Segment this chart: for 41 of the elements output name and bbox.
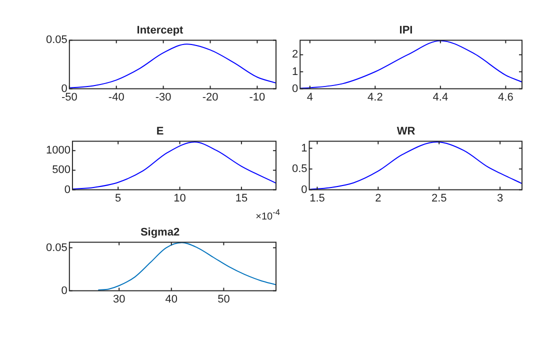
chart-title: Sigma2 <box>140 226 180 239</box>
chart-title: WR <box>396 126 416 138</box>
y-tick-label: 1 <box>292 66 298 78</box>
x-tick-label: 10 <box>174 192 186 204</box>
chart-title: E <box>156 126 164 138</box>
x-tick-label: -40 <box>108 91 124 104</box>
line-series <box>98 242 276 290</box>
x-tick-label: 2 <box>375 192 382 204</box>
x-tick-label: 40 <box>165 293 178 306</box>
x-tick-label: 4.6 <box>498 91 514 104</box>
y-tick-label: 0.05 <box>46 242 68 254</box>
line-series <box>69 44 276 88</box>
x-tick-label: -30 <box>155 91 172 104</box>
x-tick-label: 4.4 <box>432 91 448 104</box>
x-tick-label: 15 <box>235 192 248 204</box>
x-tick-label: 50 <box>218 293 230 306</box>
y-tick-label: 0 <box>292 82 298 95</box>
x-tick-label: 5 <box>115 192 122 204</box>
x-tick-label: 2.5 <box>431 192 447 204</box>
x-tick-label: 30 <box>112 293 126 306</box>
y-tick-label: 0.5 <box>292 163 308 176</box>
y-tick-label: 500 <box>52 164 70 176</box>
y-tick-label: 2 <box>292 48 298 61</box>
y-tick-label: 0.05 <box>46 34 68 46</box>
y-tick-label: 0 <box>61 284 68 297</box>
x-tick-label: -10 <box>249 91 266 104</box>
y-tick-label: 0 <box>64 184 70 196</box>
line-series <box>309 142 522 190</box>
x-tick-label: -20 <box>202 91 218 104</box>
y-tick-label: 1000 <box>46 144 70 157</box>
x-tick-label: 4 <box>306 91 313 104</box>
y-tick-label: 1 <box>301 142 308 154</box>
chart-title: IPI <box>399 24 413 37</box>
x-tick-label: 4.2 <box>368 91 383 104</box>
y-tick-label: 0 <box>301 184 308 196</box>
chart-title: Intercept <box>136 24 184 37</box>
text: ×10$^{-4}$ <box>256 207 280 222</box>
line-series <box>300 40 522 89</box>
x-tick-label: 1.5 <box>310 192 325 204</box>
line-series <box>72 141 276 190</box>
x-tick-label: 3 <box>496 192 504 204</box>
